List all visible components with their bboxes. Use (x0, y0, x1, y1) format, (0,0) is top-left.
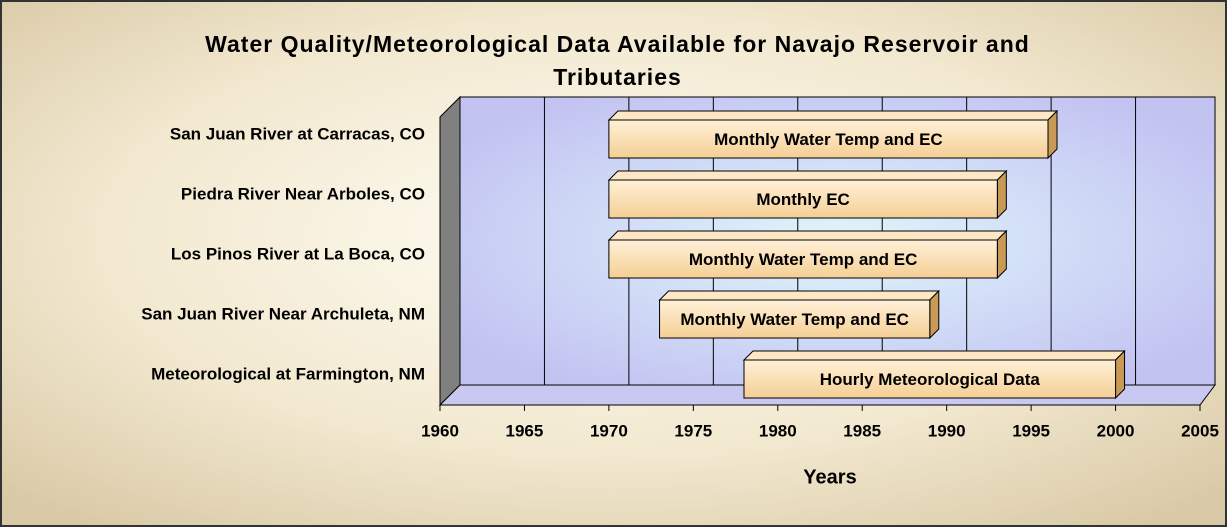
bar-side (996, 229, 1007, 280)
x-tick-label: 1985 (843, 421, 881, 440)
y-tick-label: San Juan River Near Archuleta, NM (141, 304, 425, 323)
x-tick-label: 1975 (674, 421, 712, 440)
bar (658, 289, 940, 340)
bar-side (1115, 349, 1126, 400)
bar-label: Monthly Water Temp and EC (680, 309, 909, 329)
bar-label-box: Monthly Water Temp and EC (680, 309, 909, 329)
bar-front (608, 239, 998, 279)
bar-label: Monthly Water Temp and EC (688, 249, 918, 269)
bar-label: Hourly Meteorological Data (819, 369, 1040, 389)
bar-top (658, 290, 940, 301)
x-axis-title: Years (803, 466, 856, 488)
x-tick-label: 1995 (1012, 421, 1050, 440)
bar-side (1047, 109, 1058, 160)
bar (607, 229, 1008, 280)
bar-top (607, 230, 1008, 241)
bar-label-box: Hourly Meteorological Data (819, 369, 1040, 389)
y-tick-label: San Juan River at Carracas, CO (170, 124, 425, 143)
bar-front (659, 299, 931, 339)
bar-front (608, 119, 1049, 159)
bar-top (607, 170, 1008, 181)
bar (607, 169, 1008, 220)
x-tick-label: 1980 (759, 421, 797, 440)
x-tick-label: 1990 (928, 421, 966, 440)
y-tick-label: Piedra River Near Arboles, CO (181, 184, 425, 203)
bar-top (607, 110, 1059, 121)
bar-label-box: Monthly Water Temp and EC (714, 129, 943, 149)
bar-side (996, 169, 1007, 220)
chart-title: Water Quality/Meteorological Data Availa… (205, 31, 1030, 90)
side-wall (439, 95, 461, 407)
x-tick-label: 1965 (506, 421, 544, 440)
bar-label-box: Monthly Water Temp and EC (688, 249, 918, 269)
x-tick-label: 1970 (590, 421, 628, 440)
bar-top (742, 350, 1126, 361)
bar-label: Monthly EC (756, 189, 850, 209)
bar-front (608, 179, 998, 219)
x-tick-label: 1960 (421, 421, 459, 440)
bar-label-box: Monthly EC (756, 189, 850, 209)
x-tick-label: 2000 (1097, 421, 1135, 440)
x-tick-label: 2005 (1181, 421, 1219, 440)
bar-front (743, 359, 1117, 399)
bar-label: Monthly Water Temp and EC (714, 129, 943, 149)
bar (742, 349, 1126, 400)
bar-side (929, 289, 940, 340)
y-tick-label: Los Pinos River at La Boca, CO (171, 244, 425, 263)
y-tick-label: Meteorological at Farmington, NM (151, 364, 425, 383)
bar (607, 109, 1059, 160)
